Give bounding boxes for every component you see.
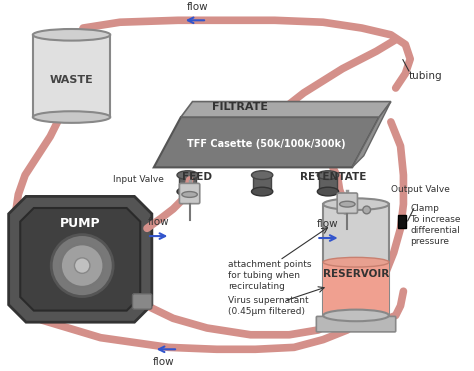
Text: TFF Casette (50k/100k/300k): TFF Casette (50k/100k/300k) xyxy=(187,139,346,149)
Text: FILTRATE: FILTRATE xyxy=(212,102,268,112)
Ellipse shape xyxy=(317,187,338,196)
FancyBboxPatch shape xyxy=(316,316,396,332)
Circle shape xyxy=(363,206,371,214)
FancyBboxPatch shape xyxy=(323,204,389,315)
Text: flow: flow xyxy=(148,217,169,227)
Ellipse shape xyxy=(177,187,198,196)
Ellipse shape xyxy=(33,111,110,123)
Polygon shape xyxy=(352,102,391,167)
Text: Virus supernatant
(0.45μm filtered): Virus supernatant (0.45μm filtered) xyxy=(228,296,309,316)
Ellipse shape xyxy=(33,29,110,40)
Text: RESERVOIR: RESERVOIR xyxy=(323,269,389,279)
FancyBboxPatch shape xyxy=(180,183,200,204)
Text: FEED: FEED xyxy=(182,172,212,182)
Text: RETENTATE: RETENTATE xyxy=(300,172,366,182)
Text: attachment points
for tubing when
recirculating: attachment points for tubing when recirc… xyxy=(228,260,312,292)
FancyBboxPatch shape xyxy=(33,35,110,117)
Polygon shape xyxy=(154,117,379,167)
FancyBboxPatch shape xyxy=(254,174,271,191)
Polygon shape xyxy=(9,196,152,322)
Text: Output Valve: Output Valve xyxy=(391,185,450,194)
FancyBboxPatch shape xyxy=(398,215,406,228)
FancyBboxPatch shape xyxy=(133,294,152,309)
FancyBboxPatch shape xyxy=(337,193,357,213)
Circle shape xyxy=(61,244,103,287)
Text: WASTE: WASTE xyxy=(50,75,93,85)
Text: Clamp
To increase
differential
pressure: Clamp To increase differential pressure xyxy=(410,204,461,246)
Ellipse shape xyxy=(317,171,338,180)
Ellipse shape xyxy=(182,191,197,197)
Text: Input Valve: Input Valve xyxy=(113,175,164,184)
FancyBboxPatch shape xyxy=(319,174,337,191)
FancyBboxPatch shape xyxy=(179,174,196,191)
Circle shape xyxy=(74,258,90,273)
Circle shape xyxy=(341,206,349,214)
Ellipse shape xyxy=(252,187,273,196)
Text: PUMP: PUMP xyxy=(60,217,100,230)
Ellipse shape xyxy=(339,201,355,207)
Polygon shape xyxy=(181,102,391,117)
Text: flow: flow xyxy=(153,357,174,367)
Polygon shape xyxy=(20,208,140,311)
Ellipse shape xyxy=(252,171,273,180)
Text: flow: flow xyxy=(317,219,339,229)
Ellipse shape xyxy=(177,171,198,180)
Ellipse shape xyxy=(323,198,389,210)
Text: tubing: tubing xyxy=(408,72,442,81)
Ellipse shape xyxy=(323,257,389,267)
Ellipse shape xyxy=(323,310,389,321)
Text: flow: flow xyxy=(186,1,208,12)
Circle shape xyxy=(51,234,113,296)
FancyBboxPatch shape xyxy=(323,262,389,315)
